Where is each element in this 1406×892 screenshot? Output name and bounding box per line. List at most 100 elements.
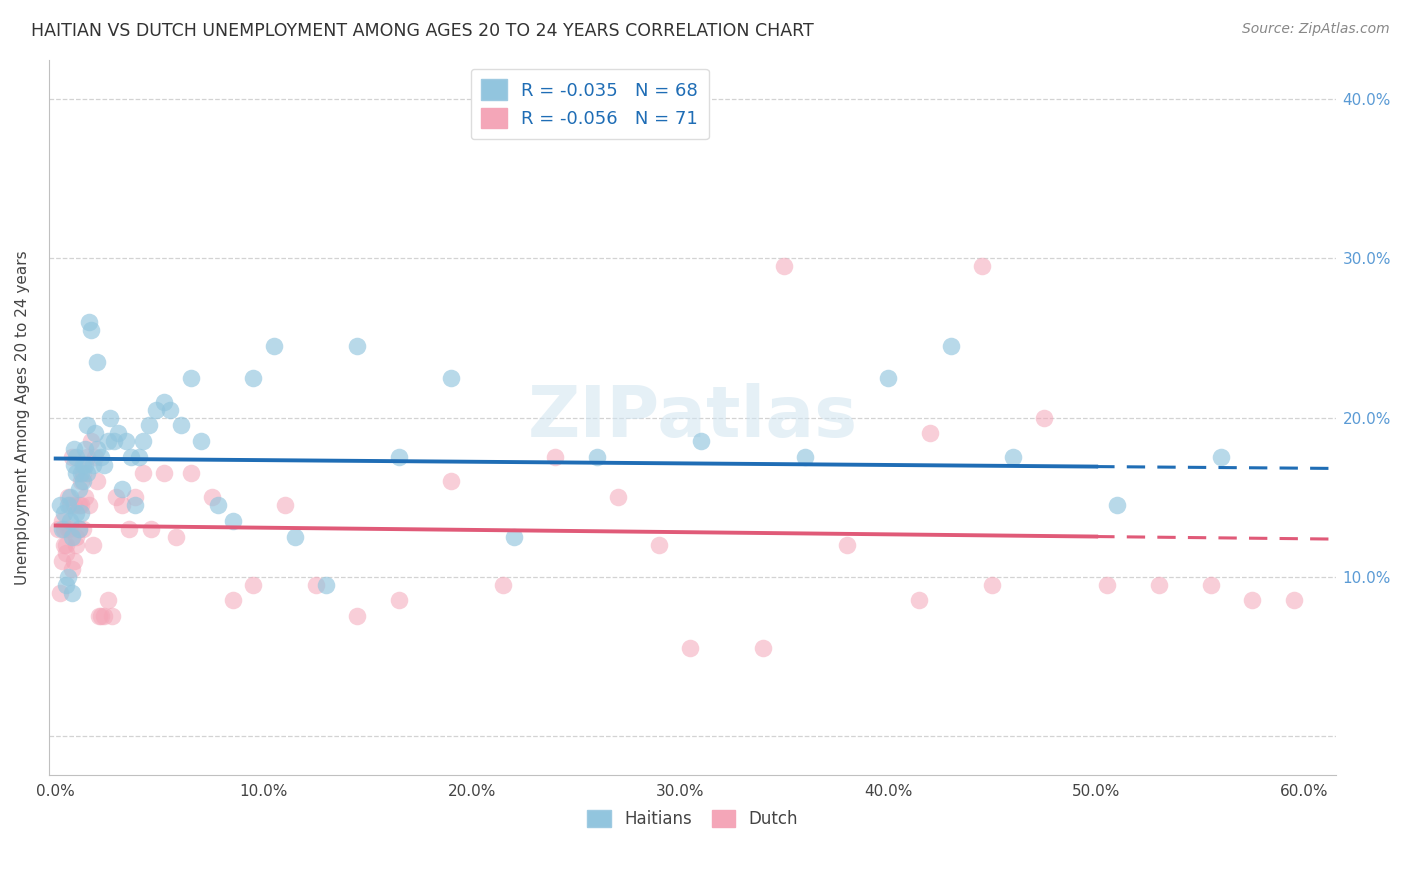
Point	[86, 474, 108, 488]
Point	[49, 585, 72, 599]
Point	[111, 482, 134, 496]
Point	[53, 522, 76, 536]
Point	[82, 538, 104, 552]
Point	[440, 371, 463, 385]
Point	[877, 371, 900, 385]
Point	[80, 323, 103, 337]
Point	[67, 482, 90, 496]
Point	[388, 593, 411, 607]
Point	[55, 538, 77, 552]
Point	[90, 609, 112, 624]
Point	[72, 522, 94, 536]
Point	[49, 498, 72, 512]
Point	[46, 522, 69, 536]
Point	[97, 593, 120, 607]
Point	[84, 450, 107, 465]
Point	[346, 339, 368, 353]
Point	[69, 467, 91, 481]
Text: Source: ZipAtlas.com: Source: ZipAtlas.com	[1241, 22, 1389, 37]
Point	[72, 467, 94, 481]
Point	[153, 467, 176, 481]
Point	[169, 418, 191, 433]
Point	[1199, 577, 1222, 591]
Point	[908, 593, 931, 607]
Point	[82, 458, 104, 473]
Point	[72, 474, 94, 488]
Point	[159, 402, 181, 417]
Point	[180, 467, 202, 481]
Point	[53, 506, 76, 520]
Point	[67, 498, 90, 512]
Point	[752, 641, 775, 656]
Point	[124, 490, 146, 504]
Point	[69, 506, 91, 520]
Point	[60, 450, 83, 465]
Point	[77, 498, 100, 512]
Point	[73, 490, 96, 504]
Point	[970, 260, 993, 274]
Point	[56, 569, 79, 583]
Point	[1033, 410, 1056, 425]
Point	[80, 434, 103, 449]
Point	[55, 546, 77, 560]
Point	[648, 538, 671, 552]
Point	[138, 418, 160, 433]
Point	[115, 434, 138, 449]
Point	[63, 442, 86, 457]
Point	[59, 522, 82, 536]
Point	[284, 530, 307, 544]
Point	[1241, 593, 1264, 607]
Point	[56, 522, 79, 536]
Point	[242, 371, 264, 385]
Point	[981, 577, 1004, 591]
Point	[69, 498, 91, 512]
Point	[1209, 450, 1232, 465]
Point	[939, 339, 962, 353]
Point	[76, 418, 98, 433]
Point	[89, 609, 111, 624]
Text: ZIPatlas: ZIPatlas	[527, 383, 858, 452]
Point	[1282, 593, 1305, 607]
Point	[63, 554, 86, 568]
Y-axis label: Unemployment Among Ages 20 to 24 years: Unemployment Among Ages 20 to 24 years	[15, 251, 30, 585]
Point	[93, 609, 115, 624]
Point	[221, 593, 243, 607]
Point	[1105, 498, 1128, 512]
Legend: Haitians, Dutch: Haitians, Dutch	[581, 804, 804, 835]
Point	[835, 538, 858, 552]
Point	[101, 609, 124, 624]
Point	[141, 522, 163, 536]
Point	[132, 467, 155, 481]
Point	[86, 355, 108, 369]
Text: HAITIAN VS DUTCH UNEMPLOYMENT AMONG AGES 20 TO 24 YEARS CORRELATION CHART: HAITIAN VS DUTCH UNEMPLOYMENT AMONG AGES…	[31, 22, 814, 40]
Point	[67, 522, 90, 536]
Point	[165, 530, 187, 544]
Point	[55, 577, 77, 591]
Point	[60, 562, 83, 576]
Point	[346, 609, 368, 624]
Point	[105, 490, 128, 504]
Point	[56, 490, 79, 504]
Point	[207, 498, 229, 512]
Point	[56, 498, 79, 512]
Point	[242, 577, 264, 591]
Point	[63, 498, 86, 512]
Point	[59, 498, 82, 512]
Point	[689, 434, 711, 449]
Point	[65, 506, 87, 520]
Point	[773, 260, 796, 274]
Point	[221, 514, 243, 528]
Point	[145, 402, 167, 417]
Point	[59, 490, 82, 504]
Point	[180, 371, 202, 385]
Point	[128, 450, 150, 465]
Point	[97, 434, 120, 449]
Point	[90, 450, 112, 465]
Point	[918, 426, 941, 441]
Point	[76, 467, 98, 481]
Point	[273, 498, 295, 512]
Point	[65, 467, 87, 481]
Point	[98, 410, 121, 425]
Point	[69, 474, 91, 488]
Point	[103, 434, 125, 449]
